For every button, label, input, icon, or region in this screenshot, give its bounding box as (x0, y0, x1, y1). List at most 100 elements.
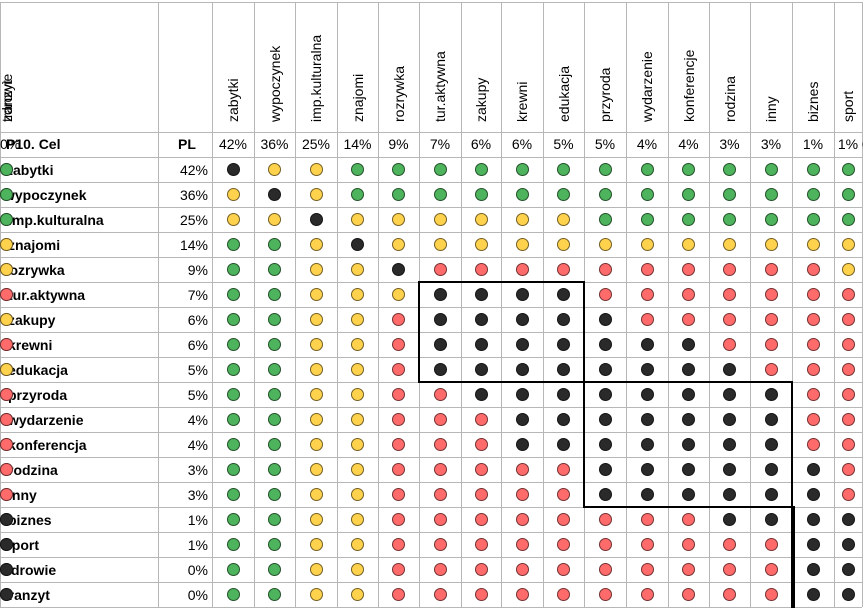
dot-yellow (309, 163, 323, 176)
dot-red (474, 413, 488, 426)
dot-green (268, 563, 281, 576)
dot-black (0, 563, 13, 576)
dot-black (682, 338, 695, 351)
dot-yellow (351, 313, 364, 326)
column-header-biznes: biznes (805, 81, 821, 122)
dot-red (392, 363, 405, 376)
column-header-imp-kulturalna: imp.kulturalna (308, 34, 324, 122)
column-percent: 5% (594, 136, 616, 152)
dot-yellow (351, 563, 364, 576)
column-percent: 5% (553, 136, 574, 152)
dot-yellow (309, 588, 323, 601)
dot-black (640, 338, 654, 351)
dot-black (841, 588, 855, 601)
row-percent: 3% (187, 461, 208, 478)
dot-red (0, 463, 13, 476)
dot-green (268, 363, 281, 376)
dot-red (806, 438, 820, 451)
dot-yellow (351, 263, 364, 276)
dot-red (0, 288, 13, 301)
dot-green (598, 163, 612, 176)
dot-red (515, 463, 529, 476)
row-percent: 4% (187, 436, 208, 453)
dot-black (764, 413, 778, 426)
dot-yellow (351, 288, 364, 301)
dot-yellow (309, 463, 323, 476)
dot-red (0, 488, 13, 501)
dot-green (806, 213, 820, 226)
column-header-sport: sport (840, 90, 856, 122)
dot-black (723, 488, 736, 501)
dot-red (515, 588, 529, 601)
dot-green (598, 213, 612, 226)
dot-black (557, 363, 570, 376)
dot-green (764, 188, 778, 201)
dot-black (841, 513, 855, 526)
row-label-rozrywka: rozrywka (4, 261, 65, 278)
dot-green (841, 213, 855, 226)
row-label-tur-aktywna: tur.aktywna (8, 286, 86, 303)
dot-red (640, 313, 654, 326)
column-header-zakupy: zakupy (473, 77, 489, 122)
dot-black (598, 388, 612, 401)
dot-red (474, 538, 488, 551)
dot-red (841, 338, 855, 351)
dot-red (682, 538, 695, 551)
dot-red (764, 588, 778, 601)
dot-green (557, 188, 570, 201)
dot-black (640, 488, 654, 501)
dot-black (515, 438, 529, 451)
row-label-wypoczynek: wypoczynek (4, 186, 87, 203)
dot-black (515, 288, 529, 301)
dot-red (392, 563, 405, 576)
dot-yellow (557, 213, 570, 226)
dot-green (841, 163, 855, 176)
dot-yellow (351, 513, 364, 526)
dot-green (268, 288, 281, 301)
dot-red (392, 313, 405, 326)
column-percent: 9% (388, 136, 409, 152)
dot-black (474, 363, 488, 376)
dot-yellow (309, 263, 323, 276)
dot-green (515, 163, 529, 176)
dot-red (806, 413, 820, 426)
row-percent: 3% (187, 486, 208, 503)
dot-yellow (351, 538, 364, 551)
dot-green (268, 263, 281, 276)
dot-green (268, 238, 281, 251)
dot-green (351, 188, 364, 201)
row-percent: 0% (187, 586, 208, 603)
row-percent: 0% (187, 561, 208, 578)
dot-black (433, 338, 447, 351)
dot-green (392, 188, 405, 201)
dot-red (474, 488, 488, 501)
dot-green (226, 338, 240, 351)
dot-yellow (309, 338, 323, 351)
dot-yellow (433, 238, 447, 251)
dot-yellow (309, 363, 323, 376)
dot-black (682, 463, 695, 476)
dot-green (226, 263, 240, 276)
row-percent: 25% (179, 211, 208, 228)
dot-yellow (515, 213, 529, 226)
dot-yellow (309, 538, 323, 551)
column-percent: 4% (636, 136, 658, 152)
dot-black (682, 488, 695, 501)
dot-black (764, 388, 778, 401)
column-percent: 3% (760, 136, 782, 152)
dot-yellow (392, 238, 405, 251)
dot-yellow (0, 238, 13, 251)
dot-green (433, 163, 447, 176)
dot-green (226, 588, 240, 601)
row-label-konferencja: konferencja (8, 436, 87, 453)
dot-red (392, 488, 405, 501)
column-header-rozrywka: rozrywka (390, 65, 407, 122)
dot-green (268, 438, 281, 451)
dot-red (723, 563, 736, 576)
column-header-tur-aktywna: tur.aktywna (432, 51, 448, 122)
column-header-inny: inny (763, 96, 779, 122)
dot-black (0, 538, 13, 551)
dot-green (723, 213, 736, 226)
dot-red (682, 288, 695, 301)
dot-yellow (226, 213, 240, 226)
